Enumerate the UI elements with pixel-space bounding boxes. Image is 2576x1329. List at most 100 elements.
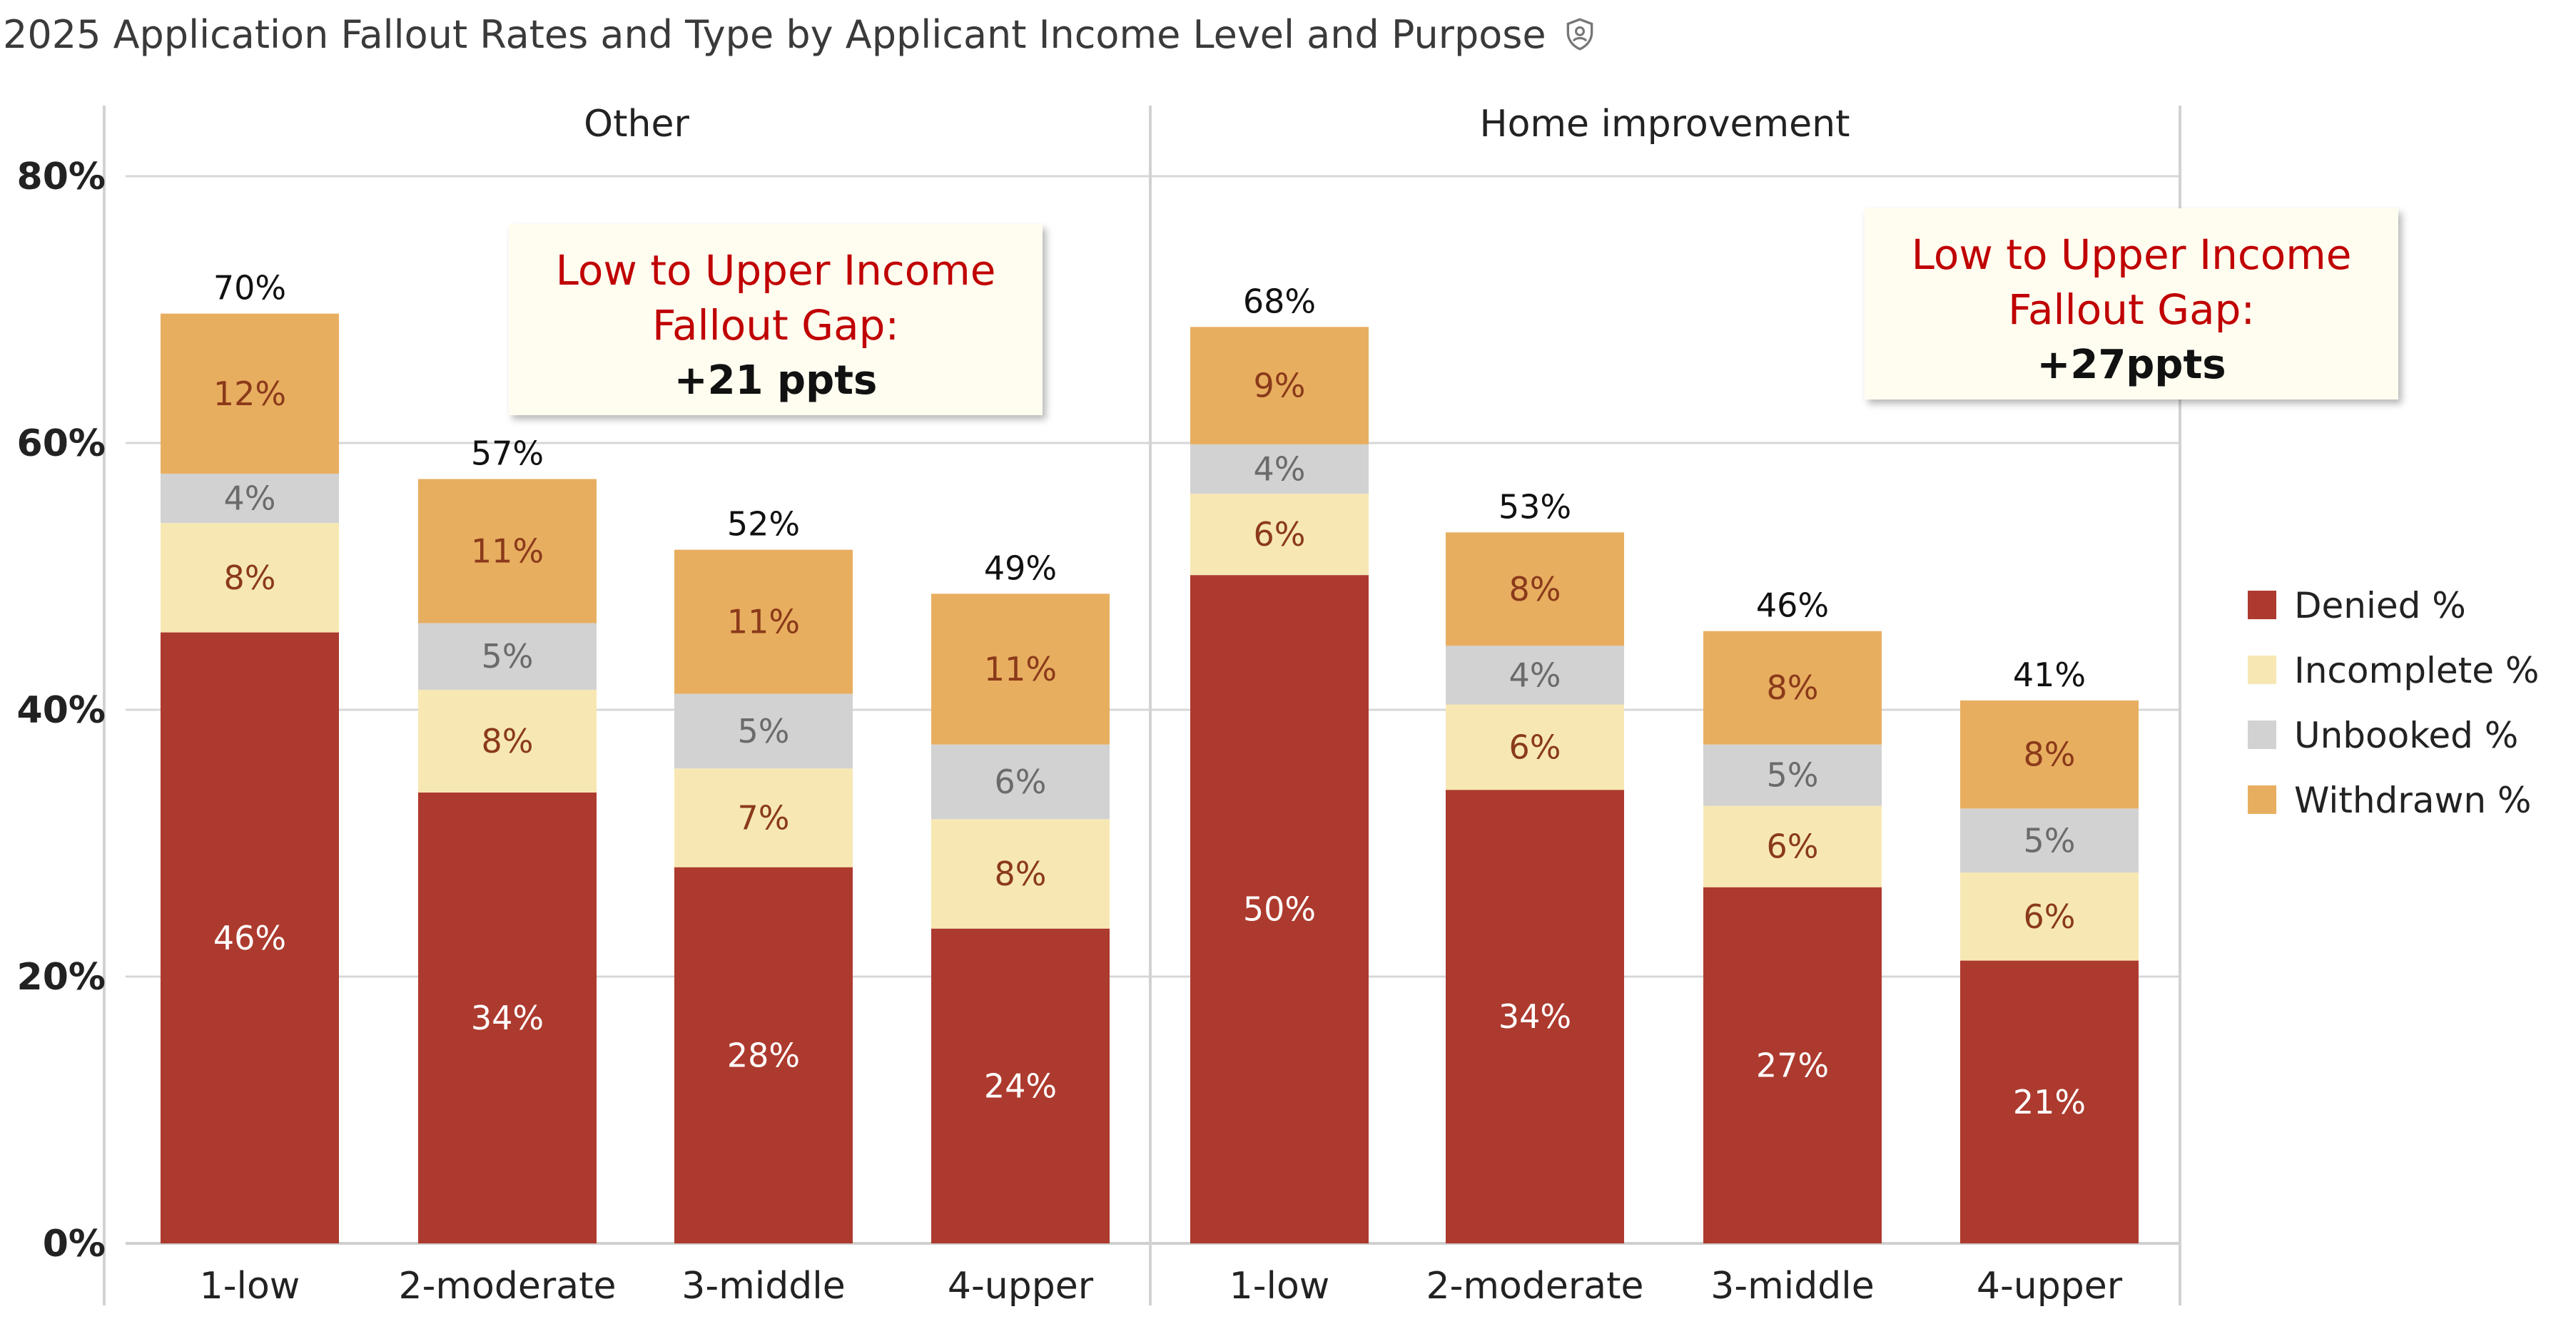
data-label-unbooked: 5%	[482, 637, 534, 676]
total-label: 70%	[213, 269, 286, 307]
bar-segment-incomplete	[1703, 805, 1882, 887]
data-label-withdrawn: 11%	[984, 650, 1057, 688]
callout-value: +21 ppts	[674, 357, 878, 404]
bar-segment-withdrawn	[161, 313, 339, 474]
x-tick-label: 3-middle	[681, 1265, 845, 1308]
callout-line2: Fallout Gap:	[652, 301, 899, 350]
data-label-unbooked: 4%	[224, 479, 276, 518]
bar-segment-incomplete	[931, 819, 1110, 929]
total-label: 52%	[727, 505, 800, 544]
bar-segment-withdrawn	[1703, 631, 1882, 745]
x-tick-label: 3-middle	[1710, 1265, 1874, 1308]
bar-segment-withdrawn	[1446, 532, 1624, 646]
bar-segment-incomplete	[1960, 872, 2139, 961]
x-tick-label: 2-moderate	[1426, 1265, 1644, 1308]
panel-header: Home improvement	[1479, 103, 1850, 146]
bar-segment-unbooked	[1703, 744, 1882, 806]
bar-segment-incomplete	[1190, 494, 1369, 576]
bar-segment-denied	[1703, 887, 1882, 1243]
bar-segment-withdrawn	[674, 549, 853, 694]
total-label: 41%	[2013, 656, 2086, 694]
bar-segment-withdrawn	[931, 594, 1110, 745]
data-label-denied: 27%	[1756, 1046, 1829, 1084]
data-label-withdrawn: 8%	[1509, 570, 1561, 609]
data-label-unbooked: 4%	[1254, 449, 1306, 488]
bar-segment-denied	[1190, 575, 1369, 1243]
total-label: 68%	[1243, 282, 1316, 320]
x-tick-label: 2-moderate	[399, 1265, 617, 1308]
total-label: 46%	[1756, 586, 1829, 625]
legend-swatch-incomplete	[2248, 656, 2276, 684]
panel-header: Other	[584, 103, 689, 146]
data-label-incomplete: 8%	[224, 559, 276, 597]
chart-title-bar: 2025 Application Fallout Rates and Type …	[3, 6, 1598, 63]
legend-swatch-withdrawn	[2248, 785, 2276, 814]
shield-person-icon[interactable]	[1562, 16, 1598, 52]
legend-item-withdrawn: Withdrawn %	[2248, 780, 2531, 821]
data-label-incomplete: 7%	[738, 798, 790, 837]
legend-swatch-denied	[2248, 591, 2276, 619]
bar-segment-unbooked	[674, 693, 853, 769]
data-label-incomplete: 6%	[1767, 828, 1819, 866]
y-tick-label: 0%	[43, 1223, 106, 1266]
legend-swatch-unbooked	[2248, 720, 2276, 749]
x-tick-label: 1-low	[1229, 1265, 1330, 1308]
x-tick-label: 4-upper	[1977, 1265, 2123, 1308]
y-tick-label: 40%	[17, 689, 106, 732]
legend-label: Incomplete %	[2294, 650, 2539, 691]
bar-segment-incomplete	[418, 689, 597, 793]
total-label: 53%	[1499, 487, 1571, 526]
data-label-incomplete: 6%	[1254, 515, 1306, 554]
total-label: 57%	[471, 434, 544, 472]
legend-label: Withdrawn %	[2294, 780, 2531, 821]
callout-line1: Low to Upper Income	[556, 246, 996, 295]
bar-segment-denied	[931, 928, 1110, 1243]
data-label-unbooked: 5%	[2024, 821, 2076, 860]
bar-segment-incomplete	[161, 523, 339, 633]
callout-box	[509, 224, 1043, 415]
data-label-unbooked: 4%	[1509, 656, 1561, 694]
bar-segment-denied	[418, 792, 597, 1243]
legend-item-unbooked: Unbooked %	[2248, 715, 2518, 756]
chart-title: 2025 Application Fallout Rates and Type …	[3, 11, 1546, 57]
legend-item-denied: Denied %	[2248, 585, 2466, 626]
data-label-withdrawn: 11%	[471, 531, 544, 570]
x-tick-label: 1-low	[200, 1265, 300, 1308]
data-label-withdrawn: 12%	[213, 375, 286, 413]
data-label-denied: 28%	[727, 1036, 800, 1074]
data-label-incomplete: 8%	[995, 855, 1047, 893]
bar-segment-denied	[161, 632, 339, 1243]
y-tick-label: 80%	[17, 156, 106, 198]
y-tick-label: 60%	[17, 422, 106, 465]
bar-segment-denied	[1960, 960, 2139, 1243]
bar-segment-incomplete	[1446, 704, 1624, 790]
fallout-gap-callout: Low to Upper Income Fallout Gap: +27ppts	[1865, 208, 2398, 399]
callout-line1: Low to Upper Income	[1912, 230, 2352, 279]
bar-segment-unbooked	[1190, 444, 1369, 494]
bar-segment-denied	[1446, 790, 1624, 1243]
data-label-denied: 46%	[213, 919, 286, 957]
data-label-withdrawn: 8%	[1767, 668, 1819, 707]
data-label-denied: 34%	[471, 999, 544, 1037]
data-label-denied: 21%	[2013, 1083, 2086, 1121]
bar-segment-unbooked	[161, 474, 339, 524]
data-label-withdrawn: 9%	[1254, 367, 1306, 405]
bar-segment-unbooked	[1446, 646, 1624, 705]
data-label-unbooked: 5%	[738, 712, 790, 750]
bar-segment-withdrawn	[1960, 700, 2139, 809]
bar-segment-denied	[674, 867, 853, 1243]
y-tick-label: 20%	[17, 956, 106, 999]
data-label-withdrawn: 8%	[2024, 735, 2076, 774]
bar-segment-incomplete	[674, 768, 853, 867]
data-label-denied: 50%	[1243, 890, 1316, 929]
bar-segment-withdrawn	[1190, 327, 1369, 444]
callout-line2: Fallout Gap:	[2008, 285, 2255, 334]
data-label-incomplete: 8%	[482, 722, 534, 760]
data-label-unbooked: 6%	[995, 763, 1047, 801]
bar-segment-unbooked	[418, 623, 597, 690]
data-label-unbooked: 5%	[1767, 756, 1819, 795]
callout-value: +27ppts	[2037, 342, 2226, 388]
data-label-incomplete: 6%	[1509, 728, 1561, 766]
legend-label: Denied %	[2294, 585, 2466, 626]
